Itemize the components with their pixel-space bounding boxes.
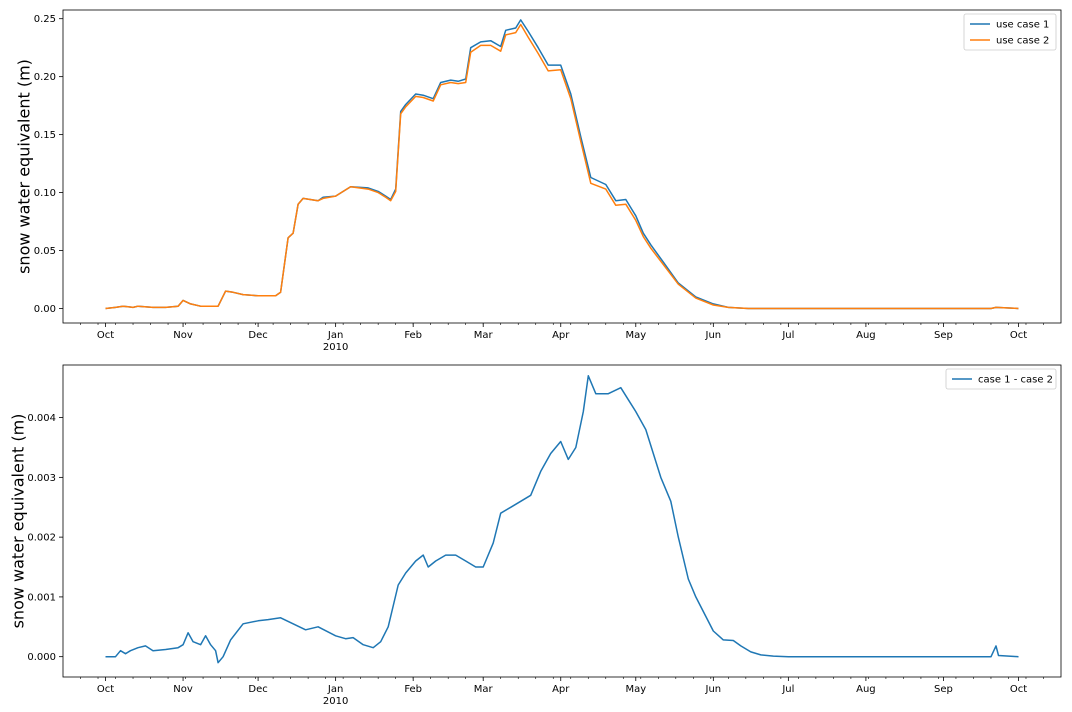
x-tick-label: Oct <box>97 684 114 695</box>
x-tick-label: Dec <box>248 684 267 695</box>
axes-frame <box>62 364 1062 678</box>
legend-label: case 1 - case 2 <box>978 375 1053 386</box>
y-axis-title: snow water equivalent (m) <box>15 59 34 274</box>
y-tick-label: 0.003 <box>27 473 56 484</box>
x-tick-label: Nov <box>173 330 193 341</box>
x-tick-label: Mar <box>474 684 494 695</box>
x-tick-label: Oct <box>1010 684 1027 695</box>
x-tick-label: Sep <box>934 330 953 341</box>
legend-box <box>963 13 1057 51</box>
y-tick-label: 0.00 <box>34 304 56 315</box>
legend-label: use case 1 <box>996 20 1049 31</box>
x-tick-label: Apr <box>552 330 570 341</box>
top-chart: 0.00 0.05 0.10 0.15 0.20 0.25 Oct Nov Dec Jan Feb M… <box>15 9 1062 353</box>
x-tick-label: Sep <box>934 684 953 695</box>
x-tick-label: Mar <box>474 330 494 341</box>
y-tick-label: 0.001 <box>27 592 56 603</box>
x-tick-label: Dec <box>248 330 267 341</box>
x-tick-label: Apr <box>552 684 570 695</box>
y-tick-label: 0.10 <box>34 188 56 199</box>
bottom-chart: 0.000 0.001 0.002 0.003 0.004 Oct Nov Dec Jan Feb… <box>9 364 1062 707</box>
legend-box <box>945 368 1057 390</box>
y-tick-label: 0.20 <box>34 72 56 83</box>
x-tick-label: Jan <box>327 684 343 695</box>
y-tick-label: 0.15 <box>34 130 56 141</box>
x-tick-label: Jan <box>327 330 343 341</box>
y-tick-label: 0.000 <box>27 652 56 663</box>
x-tick-label: Jun <box>705 330 722 341</box>
x-year-label: 2010 <box>323 696 348 707</box>
y-tick-label: 0.05 <box>34 246 56 257</box>
series-line-1 <box>105 19 1019 310</box>
x-year-label: 2010 <box>323 342 348 353</box>
x-tick-label: Feb <box>404 330 422 341</box>
x-tick-label: May <box>625 330 646 341</box>
x-tick-label: Jul <box>781 684 794 695</box>
legend-label: use case 2 <box>996 36 1049 47</box>
x-tick-label: Nov <box>173 684 193 695</box>
x-tick-label: May <box>625 684 646 695</box>
series-line-2 <box>105 23 1019 310</box>
x-tick-label: Aug <box>856 330 876 341</box>
x-tick-label: Oct <box>97 330 114 341</box>
y-tick-label: 0.25 <box>34 14 56 25</box>
x-tick-label: Aug <box>856 684 876 695</box>
y-tick-label: 0.002 <box>27 533 56 544</box>
x-tick-label: Jul <box>781 330 794 341</box>
series-line-1 <box>105 375 1019 664</box>
axes-frame <box>62 9 1062 324</box>
x-tick-label: Oct <box>1010 330 1027 341</box>
x-tick-label: Jun <box>705 684 722 695</box>
y-axis-title: snow water equivalent (m) <box>9 414 28 629</box>
y-tick-label: 0.004 <box>27 413 56 424</box>
x-tick-label: Feb <box>404 684 422 695</box>
